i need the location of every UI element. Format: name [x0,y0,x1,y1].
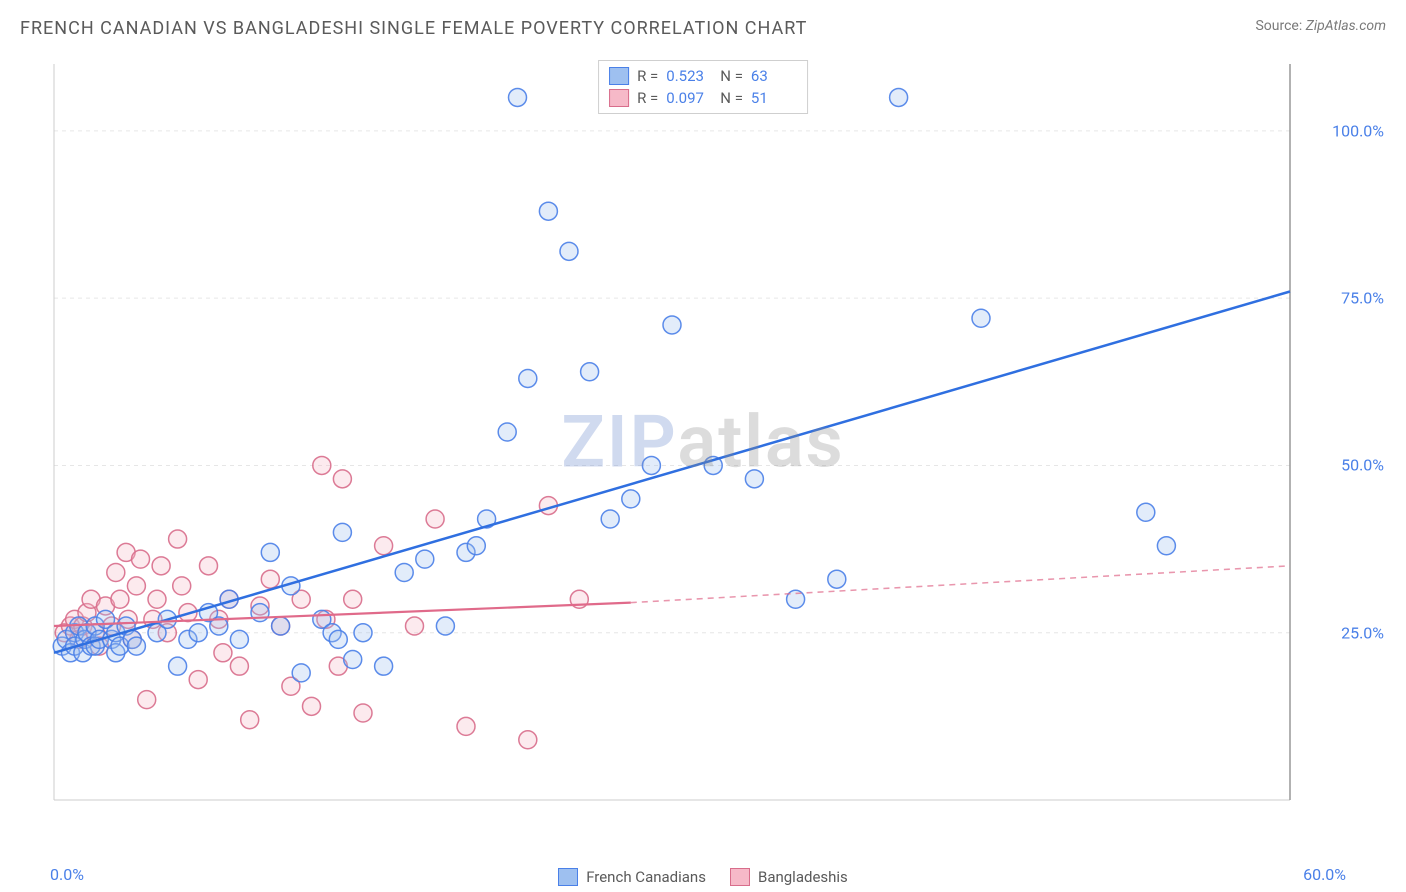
legend-series: French Canadians Bangladeshis [0,868,1406,886]
series-label: Bangladeshis [758,868,848,886]
legend-swatch-pink [730,868,750,886]
legend-correlation-row-0: R = 0.523 N = 63 [609,65,797,87]
n-value: 51 [751,87,797,109]
n-label: N = [720,65,743,87]
r-value: 0.523 [666,65,712,87]
x-axis-max-label: 60.0% [1303,865,1346,884]
y-axis-tick-label: 50.0% [1341,456,1384,475]
r-label: R = [637,87,658,109]
chart-title: FRENCH CANADIAN VS BANGLADESHI SINGLE FE… [20,18,807,39]
x-axis-min-label: 0.0% [50,865,84,884]
title-bar: FRENCH CANADIAN VS BANGLADESHI SINGLE FE… [20,18,1386,39]
plot-area [50,60,1340,830]
series-label: French Canadians [586,868,706,886]
r-value: 0.097 [666,87,712,109]
legend-series-item-0: French Canadians [558,868,706,886]
chart-container: FRENCH CANADIAN VS BANGLADESHI SINGLE FE… [0,0,1406,892]
legend-correlation: R = 0.523 N = 63 R = 0.097 N = 51 [598,60,808,114]
y-axis-tick-label: 75.0% [1341,289,1384,308]
source-value: ZipAtlas.com [1306,18,1386,34]
r-label: R = [637,65,658,87]
legend-series-item-1: Bangladeshis [730,868,848,886]
source-attribution: Source: ZipAtlas.com [1255,18,1386,34]
chart-svg [50,60,1340,830]
y-axis-tick-label: 25.0% [1341,623,1384,642]
n-value: 63 [751,65,797,87]
legend-correlation-row-1: R = 0.097 N = 51 [609,87,797,109]
n-label: N = [720,87,743,109]
legend-swatch-blue [609,67,629,85]
legend-swatch-pink [609,89,629,107]
source-label: Source: [1255,18,1305,34]
y-axis-tick-label: 100.0% [1332,121,1384,140]
legend-swatch-blue [558,868,578,886]
